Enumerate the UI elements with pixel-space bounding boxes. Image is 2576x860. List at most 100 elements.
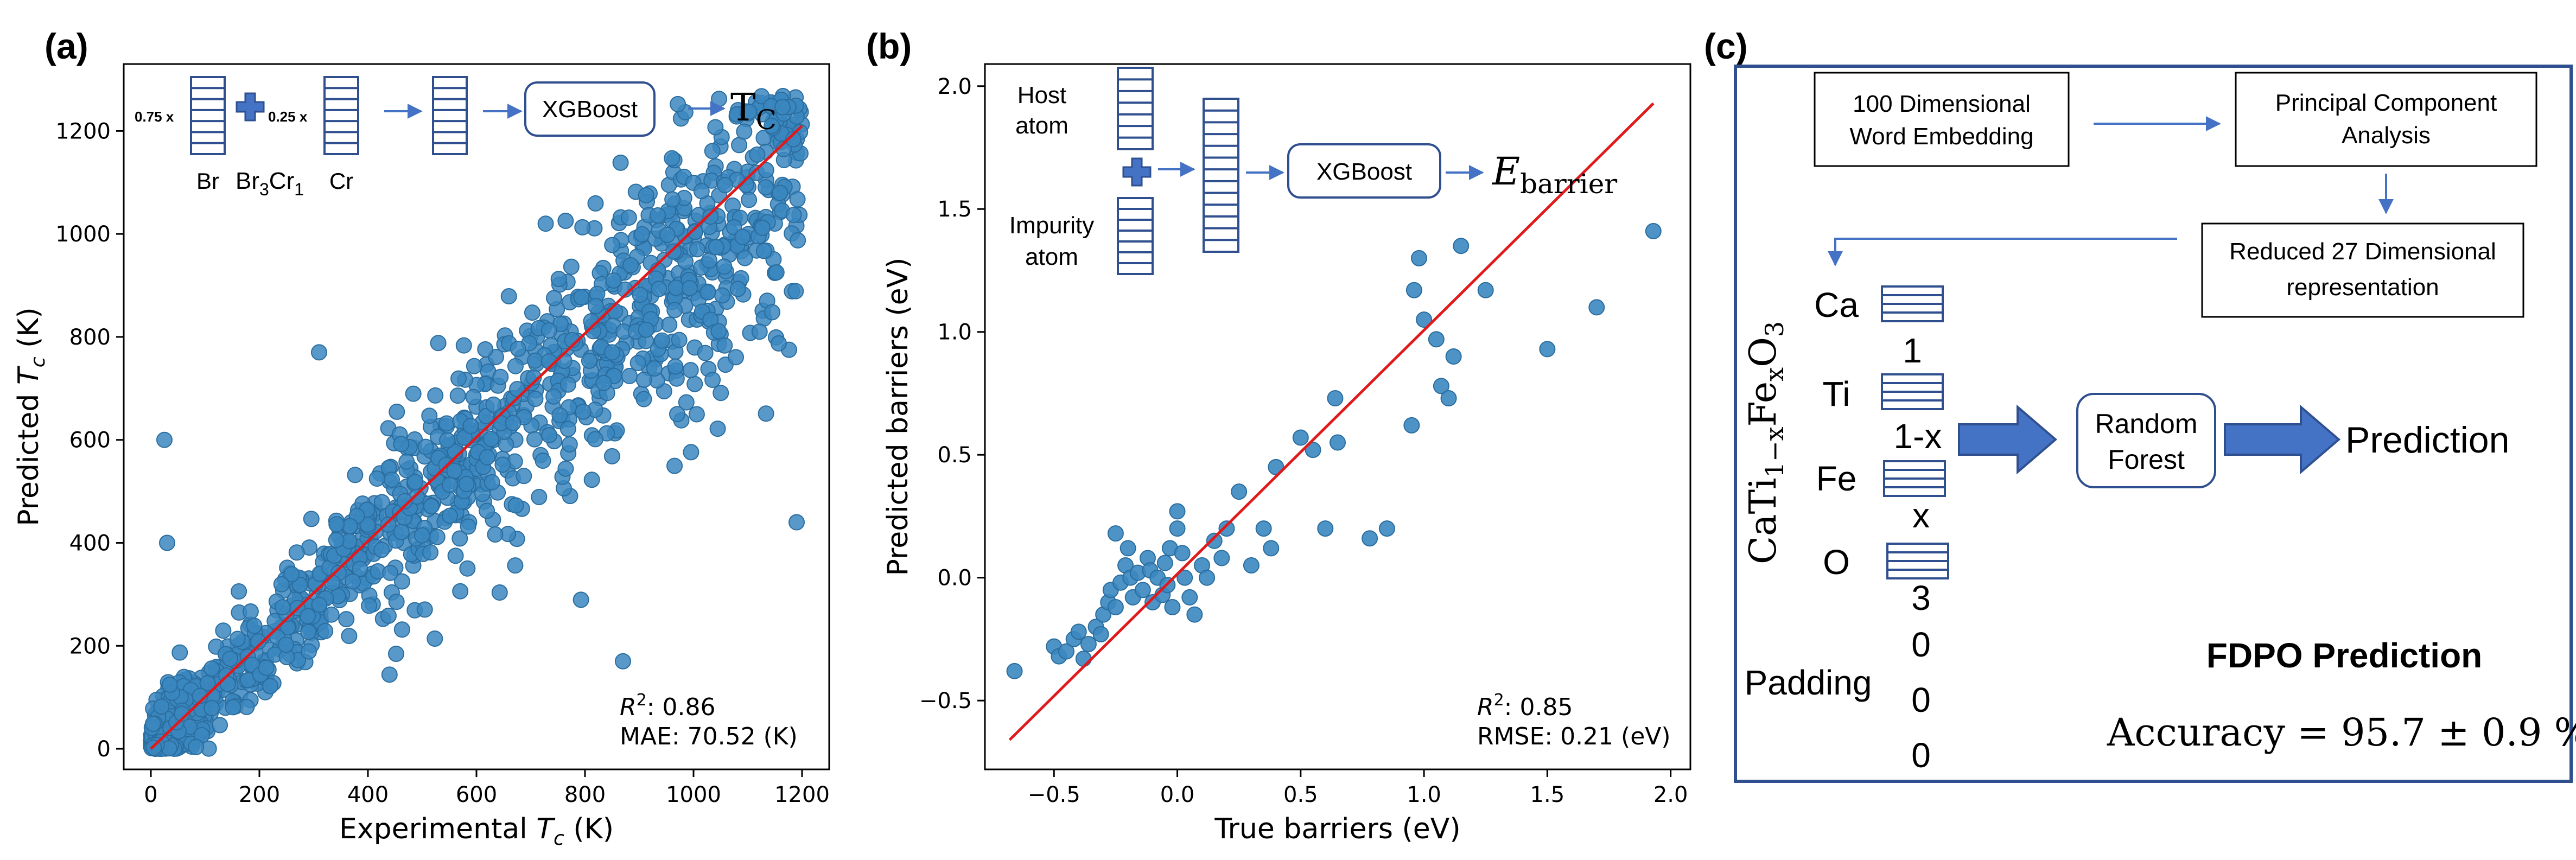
chart-a-point [341, 518, 358, 534]
x-tick-label: 0.0 [1160, 782, 1195, 807]
x-tick-label: 2.0 [1653, 782, 1688, 807]
chart-a-point [174, 705, 190, 722]
chart-b-point [1218, 520, 1235, 537]
chart-a-y-ticks: 0 200 400 600 800 1000 1200 [55, 119, 124, 762]
chart-a-point [789, 191, 806, 208]
chart-a-point [707, 119, 724, 136]
chart-a-point [666, 302, 683, 318]
inset-b-host-1: Host [1017, 82, 1066, 109]
chart-a-point [459, 560, 476, 577]
padding-value-1: 0 [1911, 625, 1931, 664]
chart-a-point [699, 284, 716, 301]
chart-b-point [1174, 545, 1191, 562]
chart-a-point [664, 150, 680, 167]
chart-a-point [479, 502, 495, 519]
chart-a-point [768, 264, 785, 281]
chart-b-point [1453, 238, 1470, 254]
chart-a-point [714, 287, 730, 304]
x-tick-label: 1.5 [1530, 782, 1565, 807]
chart-a-point [338, 611, 355, 628]
chart-a-point [274, 599, 291, 616]
chart-a-point [545, 388, 562, 405]
padding-value-3: 0 [1911, 736, 1931, 775]
chart-a-point [681, 280, 698, 297]
chart-a-point [785, 131, 802, 148]
chart-a-point [388, 645, 405, 662]
chart-a-point [246, 617, 263, 634]
chart-a-point [688, 406, 705, 423]
chart-a-point [557, 460, 574, 477]
chart-b-point [1206, 532, 1223, 549]
box-word-embedding [1814, 72, 2070, 167]
chart-a-point [398, 453, 415, 470]
chart-a-point [199, 675, 216, 692]
chart-a-point [790, 232, 806, 249]
chart-a-point [758, 162, 774, 179]
chart-a-point [482, 431, 499, 448]
chart-a-point [702, 208, 719, 225]
chart-b-point [1327, 390, 1344, 407]
chart-a-point [524, 304, 540, 321]
box-pca-line2: Analysis [2342, 122, 2431, 149]
chart-a-point [345, 573, 361, 590]
chart-a-point [573, 289, 590, 305]
chart-a-point [587, 195, 604, 212]
chart-a-point [711, 91, 728, 107]
chart-a-point [455, 337, 472, 354]
chart-a-point [388, 594, 405, 610]
chart-a-point [203, 700, 220, 717]
chart-a-x-ticks: 0 200 400 600 800 1000 1200 [144, 769, 830, 807]
chart-a-point [557, 213, 574, 230]
chart-a-point [621, 367, 638, 384]
chart-a-point [238, 698, 255, 715]
chart-a-points [143, 87, 810, 757]
chart-a-point [161, 676, 178, 693]
chart-a-point [670, 95, 686, 112]
chart-a-point [787, 283, 804, 300]
chart-a-point [741, 104, 758, 120]
chart-a-point [556, 353, 573, 370]
chart-b-point [1186, 606, 1203, 623]
chart-a-point [710, 323, 727, 340]
element-ca: Ca [1814, 285, 1859, 324]
chart-a-point [753, 88, 770, 105]
vector-ti [1881, 373, 1944, 410]
chart-a-point [683, 444, 699, 461]
chart-a-point [635, 371, 652, 388]
chart-a-point [741, 192, 758, 208]
chart-b-point [1255, 520, 1272, 537]
panel-label-b: (b) [866, 26, 912, 66]
chart-a-point [595, 374, 612, 391]
panel-label-a: (a) [44, 26, 88, 66]
chart-a-point [736, 250, 753, 266]
chart-a-point [635, 391, 652, 407]
block-arrow-to-prediction [2224, 404, 2341, 475]
chart-a-point [638, 187, 654, 203]
chart-a-point [406, 474, 423, 490]
chart-a-point [414, 527, 430, 544]
chart-a-point [661, 316, 678, 333]
vector-o [1886, 543, 1949, 579]
chart-a-point [764, 117, 780, 134]
chart-b-point [1164, 599, 1181, 616]
chart-a-point [575, 403, 591, 420]
chart-a-point [458, 476, 475, 493]
chart-a-point [788, 514, 805, 531]
chart-a-point [328, 532, 345, 549]
accuracy-label: Accuracy = 95.7 ± 0.9 % [2107, 710, 2576, 755]
chart-a-point [734, 228, 751, 245]
chart-a-point [382, 564, 399, 581]
chart-a-point [153, 698, 170, 715]
chart-b-axes-frame [984, 63, 1691, 770]
chart-b-point [1176, 569, 1193, 586]
chart-a-point [771, 335, 787, 352]
chart-a-point [749, 146, 766, 163]
chart-a-point [686, 375, 703, 392]
chart-a-point [527, 391, 544, 407]
chart-a-point [772, 184, 788, 201]
chart-b-point [1107, 525, 1124, 542]
chart-a-point [144, 715, 161, 732]
chart-a-point [697, 345, 714, 361]
chart-b-point [1588, 299, 1605, 316]
